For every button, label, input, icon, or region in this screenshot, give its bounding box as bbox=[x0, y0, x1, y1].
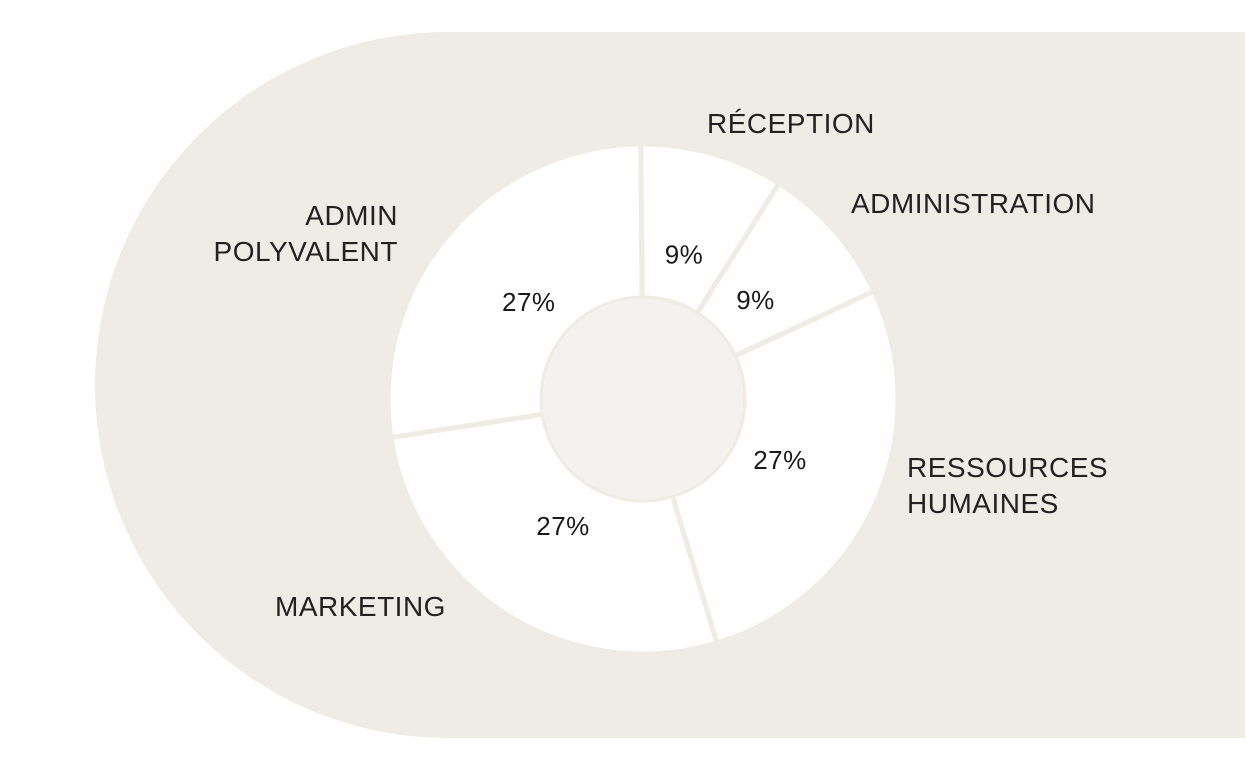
donut-rim bbox=[386, 142, 900, 656]
category-label-line: HUMAINES bbox=[907, 488, 1059, 519]
slice-category-label: ADMIN POLYVALENT bbox=[0, 198, 398, 270]
category-label-line: POLYVALENT bbox=[213, 236, 398, 267]
slice-category-label: RESSOURCES HUMAINES bbox=[907, 450, 1108, 522]
slice-category-label: ADMINISTRATION bbox=[851, 186, 1095, 222]
category-label-line: RÉCEPTION bbox=[707, 108, 875, 139]
slice-value-label: 27% bbox=[536, 511, 590, 541]
slice-category-label: RÉCEPTION bbox=[707, 106, 875, 142]
slice-value-label: 9% bbox=[736, 285, 775, 315]
category-label-line: MARKETING bbox=[275, 591, 446, 622]
slice-value-label: 27% bbox=[753, 445, 807, 475]
category-label-line: RESSOURCES bbox=[907, 452, 1109, 483]
slice-value-label: 9% bbox=[665, 240, 704, 270]
category-label-line: ADMIN bbox=[305, 200, 398, 231]
category-label-line: ADMINISTRATION bbox=[851, 188, 1096, 219]
slice-category-label: MARKETING bbox=[275, 589, 446, 625]
donut-hole bbox=[539, 295, 747, 503]
slice-value-label: 27% bbox=[502, 287, 556, 317]
